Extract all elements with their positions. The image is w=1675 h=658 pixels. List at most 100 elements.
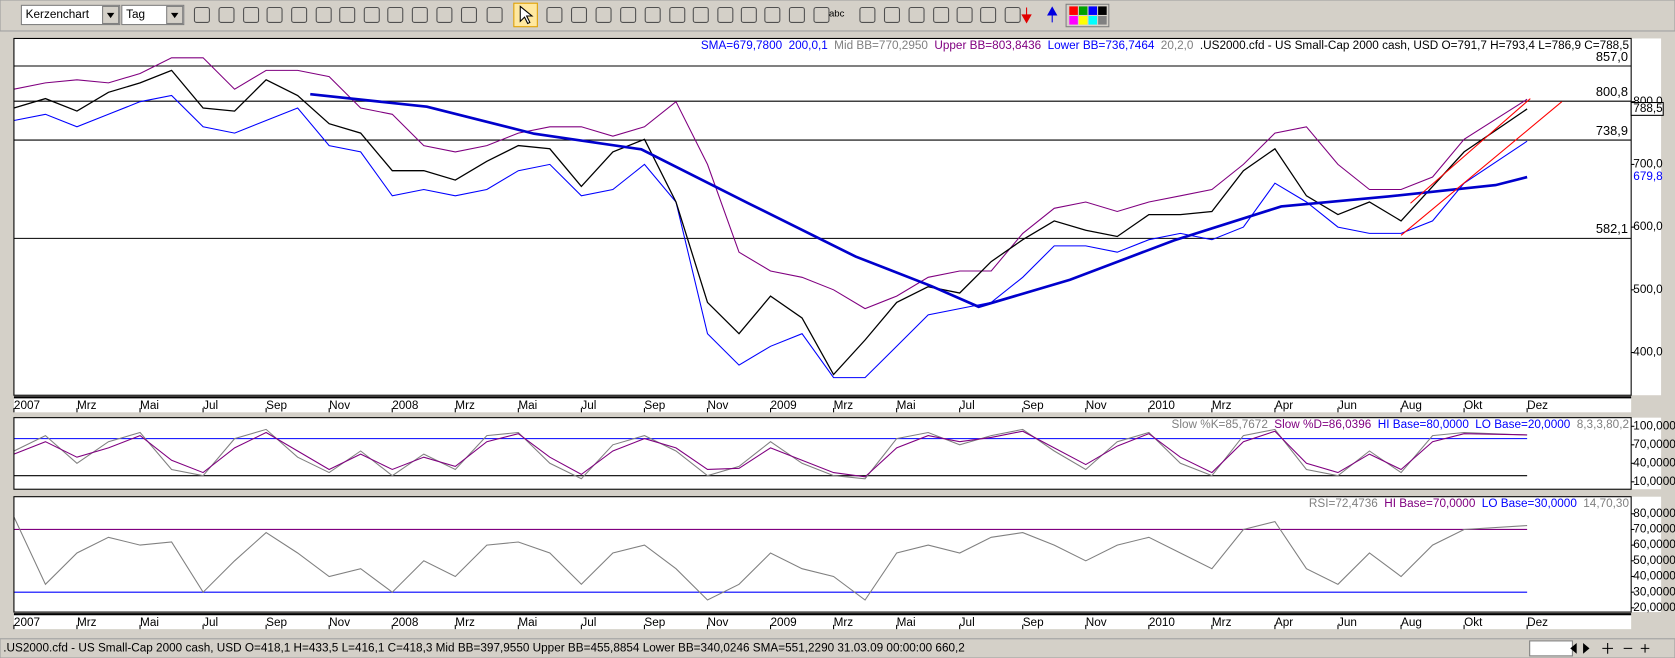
cursor-icon: [519, 5, 534, 25]
tool-icon[interactable]: [644, 6, 661, 23]
tool-icon[interactable]: [717, 6, 734, 23]
series-line: [13, 69, 1528, 376]
color-swatch[interactable]: [1098, 16, 1107, 25]
tool-icon[interactable]: [363, 6, 380, 23]
color-swatch[interactable]: [1069, 6, 1078, 15]
tool-icon[interactable]: [669, 6, 686, 23]
header-item: LO Base=30,0000: [1482, 497, 1578, 510]
y-tick-label: 70,0000: [1633, 438, 1675, 451]
tool-icon[interactable]: [908, 6, 925, 23]
tool-icon[interactable]: [595, 6, 612, 23]
header-item: LO Base=20,0000: [1475, 418, 1571, 431]
header-item: .US2000.cfd - US Small-Cap 2000 cash, US…: [1200, 39, 1630, 52]
indicator-header: Slow %K=85,7672 Slow %D=86,0396 HI Base=80…: [1172, 418, 1629, 431]
last-value-label: 788,5: [1633, 102, 1663, 115]
tool-icon[interactable]: [692, 6, 709, 23]
x-tick-label: Mrz: [834, 399, 854, 412]
color-swatch[interactable]: [1098, 6, 1107, 15]
series-line: [1400, 101, 1563, 236]
x-tick-label: Dez: [1527, 616, 1548, 629]
level-label: 738,9: [1596, 123, 1628, 138]
x-tick-label: Mai: [518, 399, 537, 412]
chart-panel: 20,0000 30,0000 40,0000 50,0000 60,0000 70,00…: [13, 496, 1675, 630]
chart-style-select[interactable]: [20, 4, 121, 26]
zoom-controls[interactable]: [1602, 643, 1650, 654]
x-tick-label: Aug: [1401, 616, 1422, 629]
x-tick-label: Okt: [1464, 616, 1483, 629]
last-price-box: [1630, 101, 1664, 116]
sell-arrow[interactable]: [1021, 7, 1032, 24]
header-item: SMA=679,7800: [701, 39, 783, 52]
x-tick-label: Sep: [644, 399, 665, 412]
scroll-arrows[interactable]: [1570, 643, 1590, 654]
tool-icon[interactable]: [387, 6, 404, 23]
tool-icon[interactable]: [620, 6, 637, 23]
indicator-header: RSI=72,4736 HI Base=70,0000 LO Base=30,000…: [1309, 497, 1630, 510]
y-tick-label: 30,0000: [1633, 585, 1675, 598]
tool-icon[interactable]: [266, 6, 283, 23]
x-tick-label: Jul: [960, 399, 975, 412]
x-tick-label: 2009: [771, 616, 797, 629]
tool-icon[interactable]: [883, 6, 900, 23]
y-tick-label: 700,0: [1633, 158, 1663, 171]
panel-background: [13, 38, 1662, 396]
tool-icon[interactable]: [436, 6, 453, 23]
tool-icon[interactable]: [193, 6, 210, 23]
x-tick-label: Sep: [266, 399, 287, 412]
level-label: 582,1: [1596, 221, 1628, 236]
x-tick-label: Nov: [329, 399, 350, 412]
color-swatch[interactable]: [1078, 6, 1088, 15]
color-swatch[interactable]: [1088, 6, 1098, 15]
tool-icon[interactable]: [315, 6, 332, 23]
y-tick-label: 60,0000: [1633, 538, 1675, 551]
tool-icon[interactable]: [740, 6, 757, 23]
header-item: 200,0,1: [789, 39, 828, 52]
color-swatch[interactable]: [1088, 16, 1098, 25]
tool-icon[interactable]: [813, 6, 830, 23]
chart-panel: 857,0 800,8 738,9 582,1 400,0 500,0 600,0 700,0…: [13, 37, 1664, 413]
tool-icon[interactable]: [546, 6, 563, 23]
x-tick-label: Mrz: [77, 399, 97, 412]
tool-icon[interactable]: [291, 6, 308, 23]
series-line: [13, 94, 1528, 379]
text-tool[interactable]: abc: [829, 8, 845, 19]
tool-icon[interactable]: [1004, 6, 1021, 23]
tool-icon[interactable]: [980, 6, 997, 23]
color-swatch[interactable]: [1069, 16, 1078, 25]
tool-icon[interactable]: [570, 6, 588, 23]
tool-icon[interactable]: [460, 6, 477, 23]
x-tick-label: Mrz: [1212, 616, 1232, 629]
tool-icon[interactable]: [339, 6, 356, 23]
tool-icon[interactable]: [411, 6, 428, 23]
tool-icon[interactable]: [788, 6, 805, 23]
plot-area: [13, 57, 1632, 379]
y-tick-label: 20,0000: [1633, 601, 1675, 614]
x-tick-label: Sep: [1023, 399, 1044, 412]
plot-area: [13, 516, 1528, 601]
tool-icon[interactable]: [933, 6, 950, 23]
color-swatch[interactable]: [1078, 16, 1088, 25]
x-tick-label: Jul: [203, 616, 218, 629]
x-tick-label: Sep: [1023, 616, 1044, 629]
tool-icon[interactable]: [956, 6, 973, 23]
x-tick-label: Nov: [329, 616, 350, 629]
scrollbar[interactable]: [1529, 640, 1573, 657]
y-tick-label: 500,0: [1633, 283, 1663, 296]
y-tick-label: 50,0000: [1633, 554, 1675, 567]
y-tick-label: 400,0: [1633, 346, 1663, 359]
x-tick-label: Apr: [1275, 616, 1293, 629]
buy-arrow[interactable]: [1047, 6, 1058, 23]
x-tick-label: Jun: [1338, 616, 1357, 629]
tool-icon[interactable]: [859, 6, 876, 23]
tool-icon[interactable]: [764, 6, 781, 23]
panel-frame: [13, 37, 1632, 396]
x-tick-label: Nov: [707, 399, 728, 412]
tool-icon[interactable]: [243, 6, 260, 23]
tool-icon[interactable]: [486, 6, 503, 23]
header-item: Slow %D=86,0396: [1274, 418, 1371, 431]
x-tick-label: Jun: [1338, 399, 1357, 412]
y-tick-label: 100,0000: [1633, 419, 1675, 432]
tool-icon[interactable]: [218, 6, 235, 23]
header-item: Mid BB=770,2950: [834, 39, 928, 52]
x-tick-label: Mrz: [455, 399, 475, 412]
